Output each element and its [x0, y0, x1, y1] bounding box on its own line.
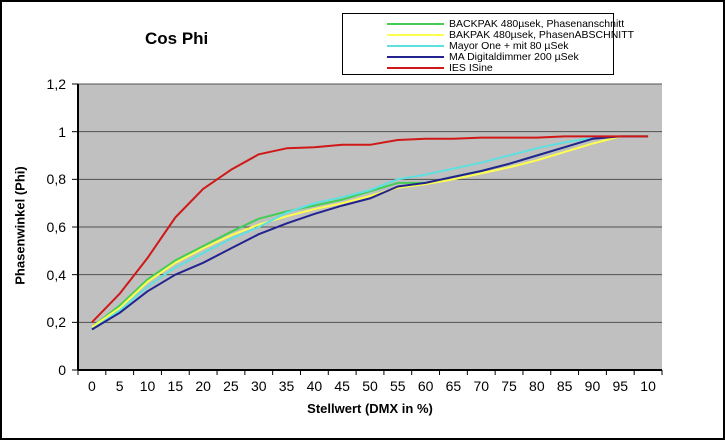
- legend-label: BACKPAK 480µsek, Phasenanschnitt: [449, 17, 625, 30]
- x-tick-label: 30: [250, 378, 267, 394]
- x-tick-label: 10: [139, 378, 156, 394]
- x-tick-label: 80: [529, 378, 545, 394]
- x-tick-label: 55: [390, 378, 406, 394]
- y-tick-label: 0,4: [46, 266, 66, 283]
- legend-line-swatch: [387, 66, 444, 69]
- y-tick-label: 0,6: [46, 219, 66, 235]
- y-tick-label: 1: [58, 123, 66, 140]
- plot-svg: [72, 83, 663, 375]
- x-tick-label: 0: [87, 378, 96, 394]
- y-axis-title: Phasenwinkel (Phi): [12, 166, 28, 285]
- legend-item: IES ISine: [387, 61, 613, 74]
- legend-label: MA Digitaldimmer 200 µSek: [449, 50, 579, 63]
- chart-title: Cos Phi: [145, 29, 209, 48]
- legend-label: IES ISine: [449, 61, 493, 74]
- legend-item: BACKPAK 480µsek, Phasenanschnitt: [387, 18, 624, 30]
- y-tick-label: 1,2: [46, 76, 66, 92]
- legend-line-swatch: [387, 55, 444, 58]
- y-tick-label: 0: [58, 362, 66, 378]
- x-tick-label: 45: [334, 378, 350, 394]
- y-tick-label: 0,8: [46, 171, 66, 188]
- series-line: [91, 135, 649, 323]
- legend-line-swatch: [387, 44, 444, 47]
- y-tick-label: 0,2: [46, 314, 66, 331]
- x-tick-label: 25: [223, 378, 239, 394]
- legend: BACKPAK 480µsek, Phasenanschnitt BAKPAK 4…: [342, 13, 634, 75]
- legend-line-swatch: [387, 22, 444, 25]
- x-tick-label: 95: [612, 378, 629, 394]
- legend-line-swatch: [387, 33, 444, 36]
- x-tick-label: 35: [278, 378, 295, 394]
- plot-area: [72, 83, 663, 375]
- x-tick-label: 65: [445, 378, 462, 394]
- legend-item: MA Digitaldimmer 200 µSek: [387, 50, 613, 63]
- series-line: [91, 135, 649, 331]
- legend-item: Mayor One + mit 80 µSek: [387, 39, 613, 52]
- x-tick-label: 15: [167, 378, 184, 394]
- legend-label: BAKPAK 480µsek, PhasenABSCHNITT: [449, 28, 635, 41]
- x-tick-label: 90: [584, 378, 601, 394]
- series-line: [91, 135, 649, 331]
- x-tick-label: 10: [640, 378, 656, 394]
- x-tick-label: 5: [115, 378, 124, 394]
- series-line: [91, 135, 649, 328]
- x-tick-label: 40: [306, 378, 323, 394]
- x-tick-label: 20: [195, 378, 211, 394]
- legend-item: BAKPAK 480µsek, PhasenABSCHNITT: [387, 29, 634, 41]
- x-tick-label: 70: [473, 378, 490, 394]
- series-line: [91, 135, 649, 328]
- legend-label: Mayor One + mit 80 µSek: [449, 39, 569, 52]
- x-tick-label: 75: [501, 378, 517, 394]
- x-tick-label: 50: [362, 378, 378, 394]
- x-tick-label: 85: [556, 378, 573, 394]
- x-tick-label: 60: [417, 378, 434, 394]
- x-axis-title: Stellwert (DMX in %): [307, 401, 433, 416]
